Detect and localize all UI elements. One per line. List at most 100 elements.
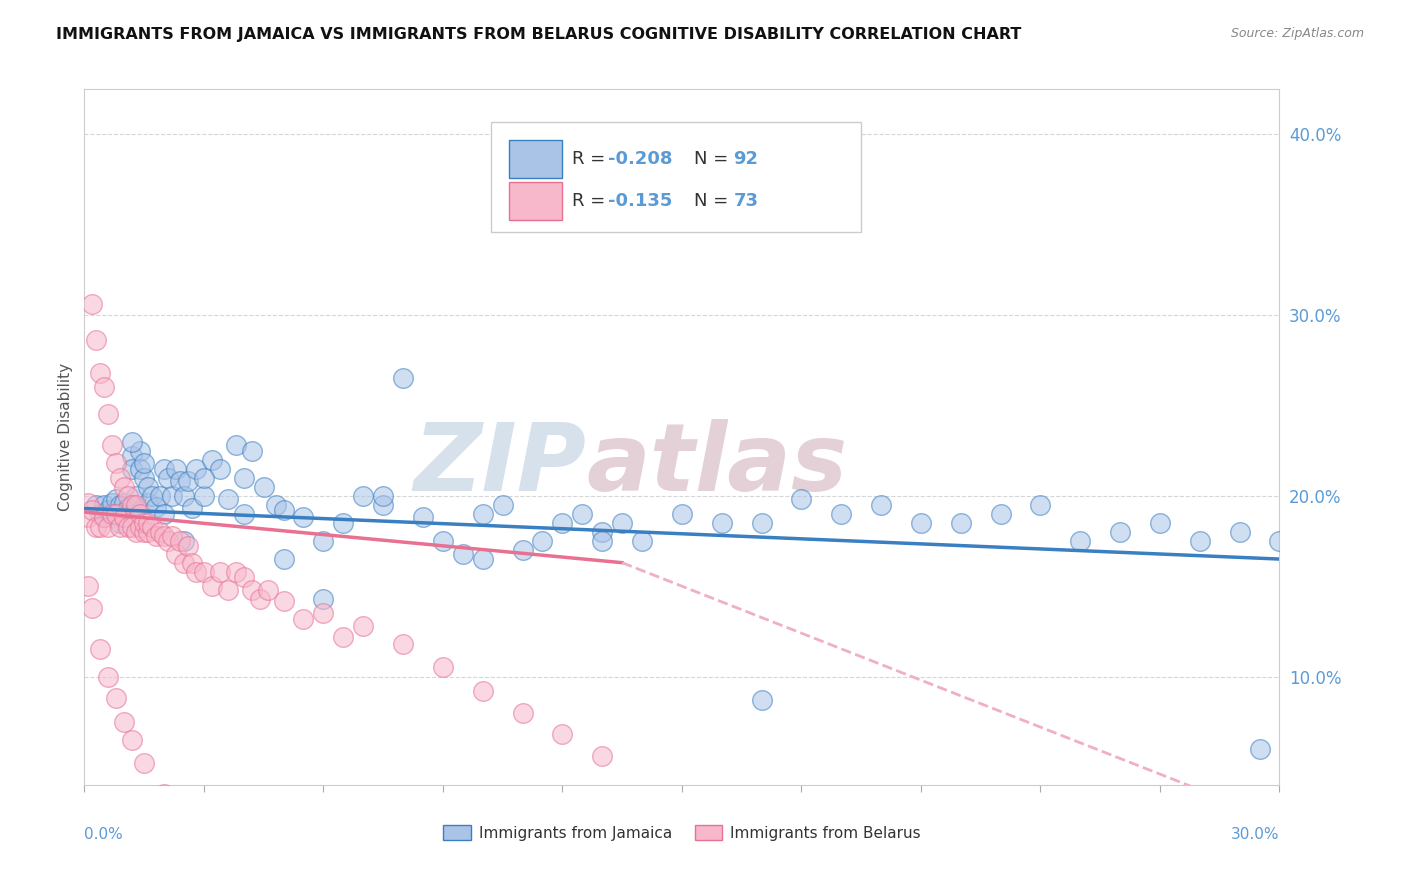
Text: 92: 92 — [734, 151, 758, 169]
Point — [97, 503, 120, 517]
Point — [82, 297, 104, 311]
Point — [101, 496, 124, 510]
Point — [86, 334, 108, 348]
Point — [169, 475, 191, 489]
Point — [112, 714, 135, 729]
Point — [193, 565, 215, 579]
Point — [129, 461, 152, 475]
Point — [264, 498, 287, 512]
Point — [89, 519, 111, 533]
Point — [292, 612, 315, 626]
Point — [312, 591, 335, 606]
Point — [471, 684, 494, 698]
Point — [149, 524, 172, 539]
Point — [112, 496, 135, 510]
Point — [184, 565, 207, 579]
Point — [110, 519, 132, 533]
Point — [97, 519, 120, 533]
Point — [373, 489, 395, 503]
Point — [671, 507, 693, 521]
Point — [129, 443, 152, 458]
Point — [232, 471, 254, 485]
Point — [136, 524, 159, 539]
Point — [136, 496, 159, 510]
Point — [292, 510, 315, 524]
Point — [157, 533, 180, 548]
Point — [512, 543, 534, 558]
Point — [160, 528, 183, 542]
Point — [105, 492, 128, 507]
Point — [512, 706, 534, 720]
Point — [253, 480, 276, 494]
Point — [531, 533, 554, 548]
Point — [492, 498, 515, 512]
Point — [110, 498, 132, 512]
Point — [105, 456, 128, 470]
Point — [193, 471, 215, 485]
Point — [240, 443, 263, 458]
Point — [121, 434, 143, 449]
Point — [177, 475, 200, 489]
Point — [193, 489, 215, 503]
Point — [352, 619, 374, 633]
Point — [101, 438, 124, 452]
Point — [125, 498, 148, 512]
Point — [312, 533, 335, 548]
Point — [77, 510, 100, 524]
Point — [153, 461, 176, 475]
Point — [153, 528, 176, 542]
Point — [105, 691, 128, 706]
Point — [432, 660, 454, 674]
Point — [132, 471, 156, 485]
Point — [225, 438, 247, 452]
Point — [451, 547, 474, 561]
Point — [412, 510, 434, 524]
Point — [201, 452, 224, 467]
Point — [82, 503, 104, 517]
Point — [352, 489, 374, 503]
Point — [312, 607, 335, 621]
Point — [1069, 533, 1091, 548]
Point — [145, 528, 167, 542]
Point — [181, 501, 204, 516]
Point — [181, 556, 204, 570]
Point — [97, 408, 120, 422]
Text: R =: R = — [572, 192, 612, 211]
Point — [97, 669, 120, 683]
Point — [173, 556, 195, 570]
Point — [110, 516, 132, 530]
Text: IMMIGRANTS FROM JAMAICA VS IMMIGRANTS FROM BELARUS COGNITIVE DISABILITY CORRELAT: IMMIGRANTS FROM JAMAICA VS IMMIGRANTS FR… — [56, 27, 1022, 42]
Point — [1029, 498, 1052, 512]
Point — [790, 492, 813, 507]
Point — [117, 519, 139, 533]
Point — [208, 565, 231, 579]
Point — [591, 749, 613, 764]
Point — [870, 498, 893, 512]
Point — [112, 510, 135, 524]
Point — [121, 449, 143, 463]
Point — [77, 579, 100, 593]
Point — [631, 533, 654, 548]
Point — [89, 366, 111, 380]
Point — [117, 489, 139, 503]
Point — [93, 498, 115, 512]
Text: 30.0%: 30.0% — [1232, 827, 1279, 842]
Point — [1268, 533, 1291, 548]
Point — [112, 480, 135, 494]
Point — [432, 533, 454, 548]
Y-axis label: Cognitive Disability: Cognitive Disability — [58, 363, 73, 511]
Point — [471, 507, 494, 521]
Point — [949, 516, 972, 530]
Point — [232, 507, 254, 521]
Point — [173, 489, 195, 503]
Point — [751, 693, 773, 707]
Point — [136, 480, 159, 494]
Point — [551, 516, 574, 530]
Point — [1249, 741, 1271, 756]
Point — [82, 600, 104, 615]
Text: -0.208: -0.208 — [607, 151, 672, 169]
Point — [86, 498, 108, 512]
Point — [217, 492, 239, 507]
Point — [910, 516, 932, 530]
Point — [1188, 533, 1211, 548]
